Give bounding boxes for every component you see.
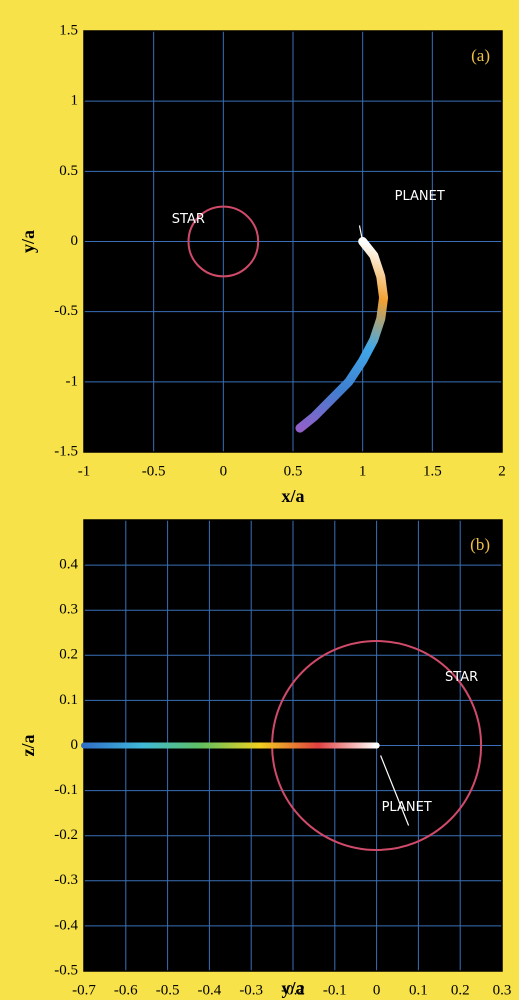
x-tick-label: 0 [220, 463, 228, 479]
x-tick-label: 0.3 [493, 982, 512, 998]
y-tick-label: -0.2 [54, 827, 78, 843]
panel-label: (b) [470, 535, 490, 554]
y-tick-label: -0.3 [54, 872, 78, 888]
x-tick-label: -0.6 [114, 982, 138, 998]
y-tick-label: 0.1 [59, 692, 78, 708]
x-tick-label: 0.2 [451, 982, 470, 998]
y-tick-label: 0.3 [59, 602, 78, 618]
planet-label: PLANET [395, 189, 445, 204]
x-tick-label: 1.5 [423, 463, 442, 479]
y-tick-label: 0 [71, 737, 79, 753]
planet [374, 743, 380, 749]
x-tick-label: -0.5 [156, 982, 180, 998]
x-axis-label: x/a [281, 486, 304, 506]
x-tick-label: -0.5 [142, 463, 166, 479]
y-tick-label: 1.5 [59, 22, 78, 38]
x-tick-label: -0.1 [323, 982, 347, 998]
x-tick-label: -0.4 [198, 982, 222, 998]
y-tick-label: -0.1 [54, 782, 78, 798]
y-tick-label: 0.4 [59, 557, 78, 573]
x-tick-label: 0 [373, 982, 381, 998]
x-tick-label: 2 [498, 463, 506, 479]
y-tick-label: -0.5 [54, 962, 78, 978]
figure: -1-0.500.511.52-1.5-1-0.500.511.5x/ay/a(… [0, 0, 519, 1000]
x-tick-label: -0.7 [72, 982, 96, 998]
y-tick-label: -0.5 [54, 303, 78, 319]
x-tick-label: -0.3 [239, 982, 263, 998]
x-axis-label: y/a [281, 978, 304, 998]
y-tick-label: -0.4 [54, 917, 78, 933]
y-axis-label: z/a [18, 735, 38, 757]
y-tick-label: 1 [71, 93, 79, 109]
panel-label: (a) [471, 46, 490, 65]
x-tick-label: 0.1 [409, 982, 428, 998]
y-tick-label: -1 [66, 373, 79, 389]
y-tick-label: 0.2 [59, 647, 78, 663]
y-tick-label: -1.5 [54, 443, 78, 459]
planet-label: PLANET [382, 800, 432, 815]
x-tick-label: -1 [78, 463, 91, 479]
y-tick-label: 0 [71, 233, 79, 249]
y-axis-label: y/a [18, 230, 38, 253]
x-tick-label: 1 [359, 463, 367, 479]
star-label: STAR [445, 670, 478, 685]
x-tick-label: 0.5 [284, 463, 303, 479]
y-tick-label: 0.5 [59, 163, 78, 179]
star-label: STAR [172, 212, 205, 227]
